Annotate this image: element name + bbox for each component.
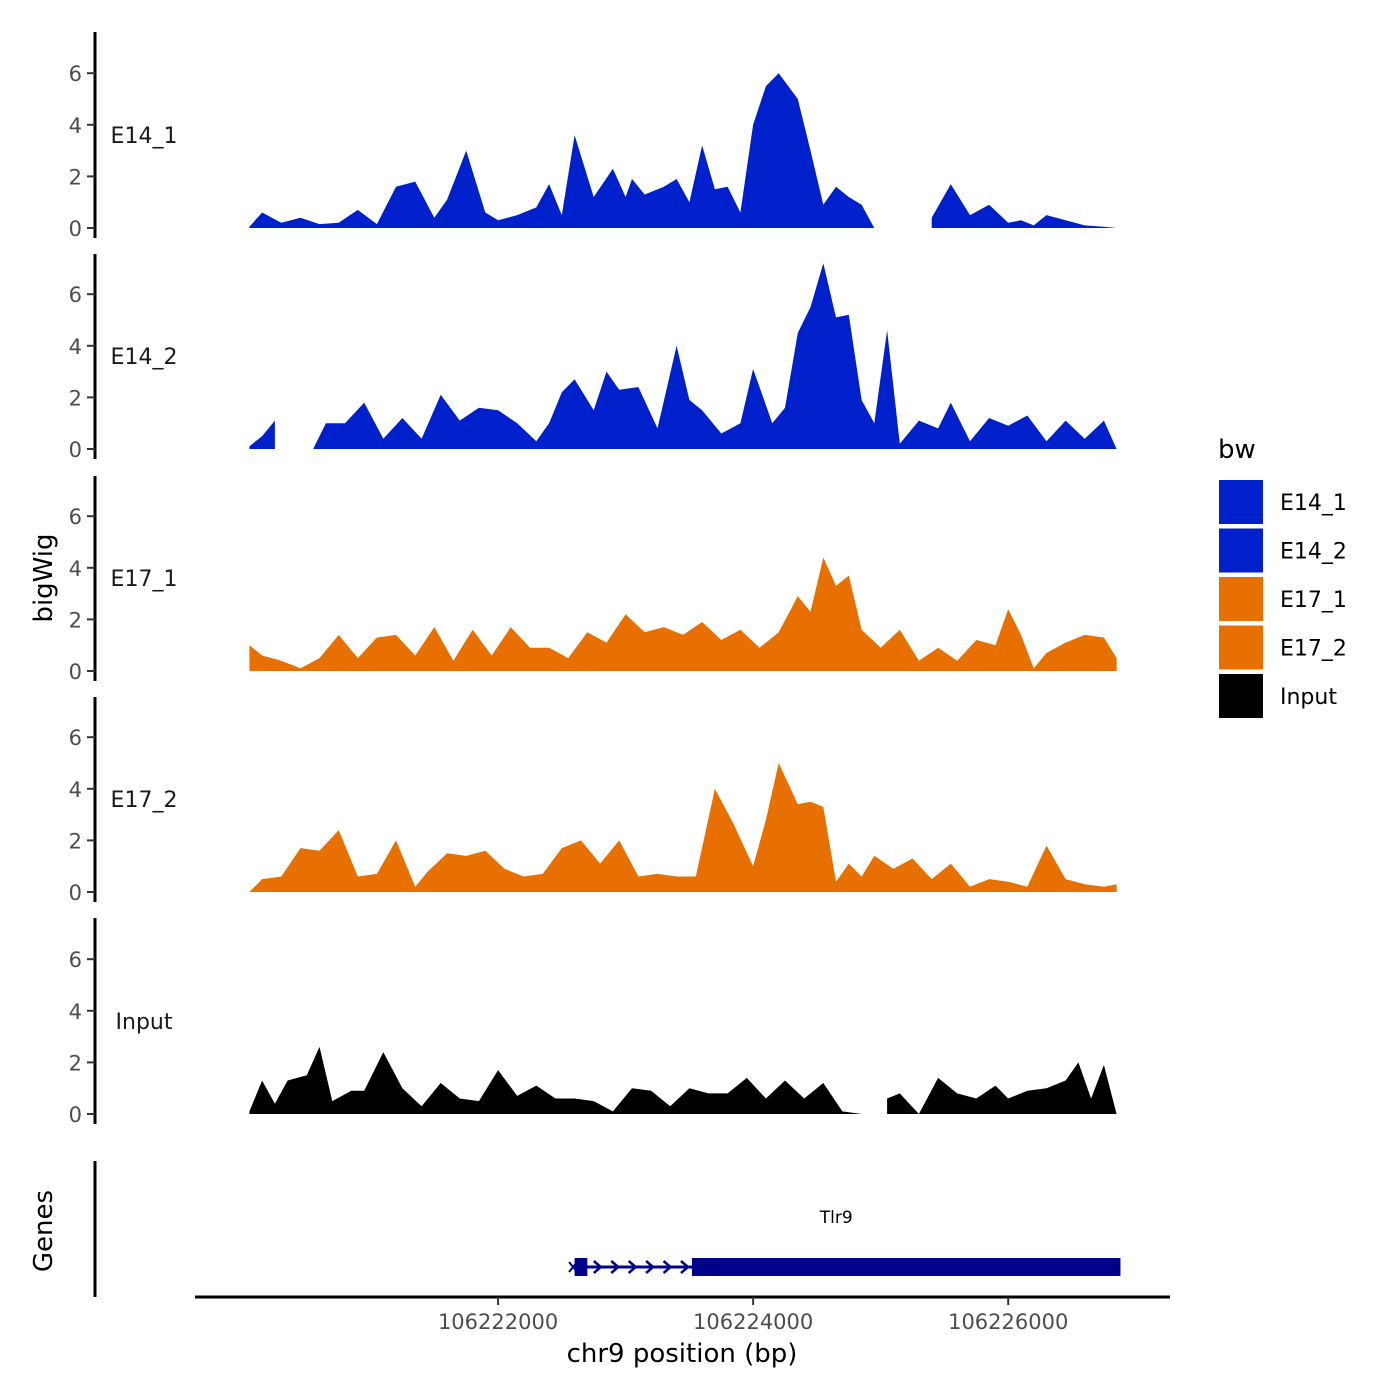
legend-label: E17_1 xyxy=(1280,588,1347,613)
legend-swatch xyxy=(1219,625,1263,670)
y-tick-label: 6 xyxy=(69,283,82,307)
coverage-area-e14-1 xyxy=(249,73,1117,228)
legend-item-input: Input xyxy=(1219,674,1337,718)
track-label: E14_2 xyxy=(111,345,178,370)
strand-arrow xyxy=(645,1260,656,1274)
gene-exon xyxy=(574,1258,588,1276)
track-label: E17_2 xyxy=(111,788,178,813)
legend-swatch xyxy=(1219,577,1263,621)
y-tick-label: 6 xyxy=(69,505,82,529)
y-tick-label: 6 xyxy=(69,726,82,750)
y-tick-label: 6 xyxy=(69,948,82,972)
y-tick-label: 0 xyxy=(69,1103,82,1127)
strand-arrow xyxy=(610,1260,621,1274)
y-tick-label: 2 xyxy=(69,829,82,853)
coverage-area-e14-2 xyxy=(249,263,1117,449)
x-tick-label: 106224000 xyxy=(693,1310,813,1334)
legend-swatch xyxy=(1219,480,1263,524)
y-tick-label: 4 xyxy=(69,335,82,359)
coverage-area-input xyxy=(249,1046,1117,1114)
legend-item-e17-1: E17_1 xyxy=(1219,577,1347,621)
track-input: 0 2 4 6 Input xyxy=(69,918,1117,1127)
strand-arrow xyxy=(680,1260,690,1274)
y-tick-label: 0 xyxy=(69,881,82,905)
track-e14-2: 0 2 4 6 E14_2 xyxy=(69,254,1117,462)
legend-title: bw xyxy=(1218,435,1256,465)
legend-item-e14-1: E14_1 xyxy=(1219,480,1347,524)
legend-label: E14_2 xyxy=(1280,540,1347,565)
legend-label: E14_1 xyxy=(1280,491,1347,516)
y-tick-label: 6 xyxy=(69,62,82,86)
y-tick-label: 0 xyxy=(69,217,82,241)
y-axis-label: bigWig xyxy=(29,533,59,622)
x-tick-label: 106222000 xyxy=(438,1310,558,1334)
track-e17-1: 0 2 4 6 E17_1 xyxy=(69,476,1117,684)
legend-item-e14-2: E14_2 xyxy=(1219,528,1347,573)
legend-item-e17-2: E17_2 xyxy=(1219,625,1347,670)
y-tick-label: 4 xyxy=(69,557,82,581)
y-tick-label: 2 xyxy=(69,386,82,410)
strand-arrow xyxy=(662,1260,673,1274)
legend: bw E14_1 E14_2 E17_1 E17_2 Input xyxy=(1218,435,1347,718)
coverage-area-e17-2 xyxy=(249,763,1117,892)
track-e14-1: 0 2 4 6 E14_1 xyxy=(69,32,1117,241)
y-tick-label: 2 xyxy=(69,608,82,632)
y-tick-label: 2 xyxy=(69,165,82,189)
x-axis: 106222000 106224000 106226000 xyxy=(195,1295,1170,1334)
y-tick-label: 4 xyxy=(69,778,82,802)
y-tick-label: 0 xyxy=(69,660,82,684)
y-tick-label: 4 xyxy=(69,1000,82,1024)
gene-tlr9: Tlr9 xyxy=(568,1208,1121,1276)
strand-arrow xyxy=(592,1260,603,1274)
coverage-tracks: 0 2 4 6 E14_1 0 2 4 6 E14_2 0 2 4 6 E17_1 0 2 4 6 E17_2 0 2 4 6… xyxy=(69,32,1117,1127)
x-axis-label: chr9 position (bp) xyxy=(567,1339,798,1369)
track-label: Input xyxy=(116,1010,173,1035)
track-label: E17_1 xyxy=(111,567,178,592)
legend-label: E17_2 xyxy=(1280,637,1347,662)
y-tick-label: 2 xyxy=(69,1051,82,1075)
track-label: E14_1 xyxy=(111,124,178,149)
y-tick-label: 4 xyxy=(69,114,82,138)
strand-arrow xyxy=(627,1260,638,1274)
legend-swatch xyxy=(1219,528,1263,573)
gene-label: Tlr9 xyxy=(819,1208,853,1228)
legend-swatch xyxy=(1219,674,1263,718)
legend-label: Input xyxy=(1280,685,1337,710)
x-tick-label: 106226000 xyxy=(948,1310,1068,1334)
genes-axis-label: Genes xyxy=(29,1190,59,1272)
genes-track: Tlr9 xyxy=(93,1161,1121,1297)
track-e17-2: 0 2 4 6 E17_2 xyxy=(69,697,1117,905)
gene-exon xyxy=(691,1258,1121,1276)
y-tick-label: 0 xyxy=(69,438,82,462)
coverage-area-e17-1 xyxy=(249,557,1117,671)
